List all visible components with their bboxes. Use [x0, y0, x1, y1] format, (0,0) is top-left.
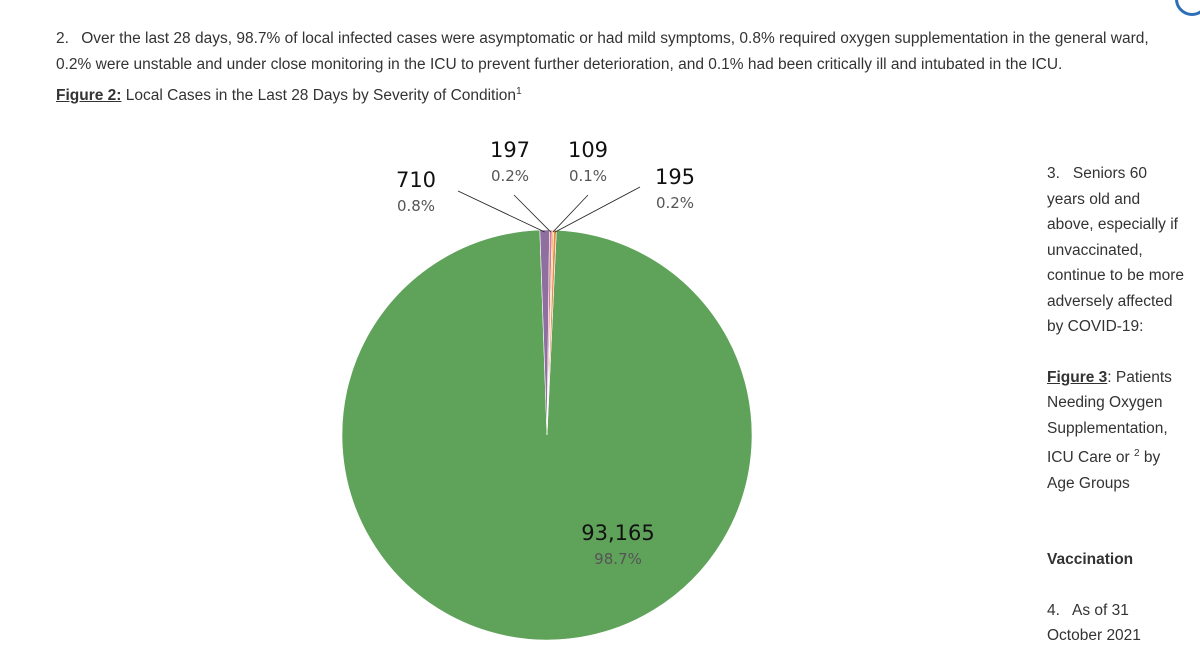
leader-line: [513, 194, 552, 233]
figure-2-footnote: 1: [516, 86, 522, 97]
figure-3-label: Figure 3: [1047, 368, 1108, 386]
paragraph-4-number: 4.: [1047, 601, 1060, 619]
slice-value-label: 93,165: [581, 521, 654, 545]
figure-3-caption-text-b: by Age Groups: [1047, 449, 1161, 492]
paragraph-3: 3. Seniors 60 years old and above, espec…: [1047, 161, 1187, 340]
slice-percent-label: 0.2%: [656, 194, 694, 212]
corner-logo-icon: [1175, 0, 1200, 16]
slice-percent-label: 98.7%: [594, 550, 642, 568]
paragraph-number: 2.: [56, 29, 69, 47]
figure-2-caption: Figure 2: Local Cases in the Last 28 Day…: [56, 86, 522, 105]
sidebar-text: 3. Seniors 60 years old and above, espec…: [1047, 161, 1187, 649]
slice-labels: 93,165 98.7% 710 0.8% 197 0.2% 109 0.1% 195 0.2%: [396, 138, 695, 568]
paragraph-4: 4. As of 31 October 2021: [1047, 598, 1187, 649]
leader-line: [457, 190, 545, 233]
figure-2-caption-text: Local Cases in the Last 28 Days by Sever…: [121, 87, 517, 105]
paragraph-2: 2. Over the last 28 days, 98.7% of local…: [56, 26, 1181, 78]
paragraph-text: Over the last 28 days, 98.7% of local in…: [56, 29, 1149, 73]
paragraph-4-text: As of 31 October 2021: [1047, 601, 1141, 645]
pie-slice-93,165: [341, 229, 753, 641]
paragraph-3-number: 3.: [1047, 165, 1060, 182]
figure-3-footnote: 2: [1134, 448, 1140, 459]
slice-value-label: 109: [568, 138, 608, 162]
pie-chart: 93,165 98.7% 710 0.8% 197 0.2% 109 0.1% 195 0.2%: [341, 138, 753, 641]
leader-lines: [457, 186, 641, 233]
figure-3-caption-text-a: : Patients Needing Oxygen Supplementatio…: [1047, 368, 1172, 467]
paragraph-3-text: Seniors 60 years old and above, especial…: [1047, 165, 1185, 335]
pie-slices: [341, 229, 753, 641]
slice-value-label: 197: [490, 138, 530, 162]
slice-value-label: 195: [655, 165, 695, 189]
slice-percent-label: 0.2%: [491, 167, 529, 185]
slice-value-label: 710: [396, 168, 436, 192]
leader-line: [554, 186, 641, 233]
vaccination-heading: Vaccination: [1047, 551, 1134, 569]
slice-percent-label: 0.8%: [397, 197, 435, 215]
figure-2-label: Figure 2:: [56, 87, 122, 105]
slice-percent-label: 0.1%: [569, 167, 607, 185]
figure-3-caption: Figure 3: Patients Needing Oxygen Supple…: [1047, 365, 1187, 497]
leader-line: [552, 194, 589, 233]
